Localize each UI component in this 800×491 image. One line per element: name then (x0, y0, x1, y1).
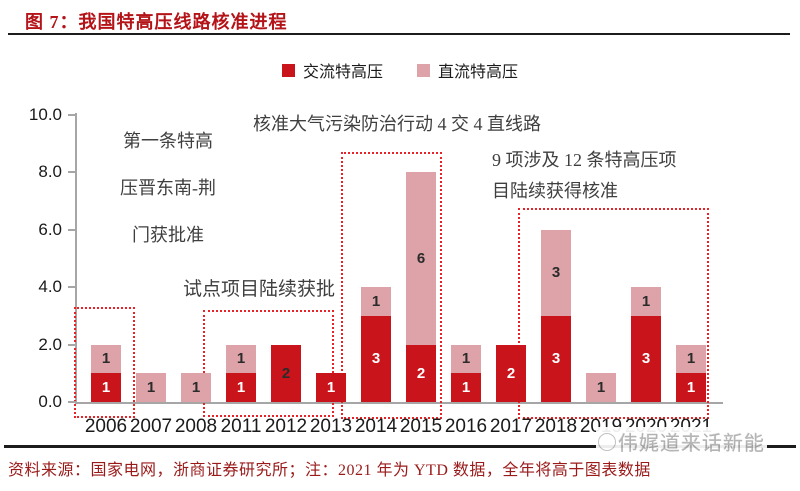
y-axis-tick (68, 228, 76, 231)
bar-value-label: 1 (461, 350, 471, 368)
bar-value-label: 1 (641, 293, 651, 311)
legend-label-ac: 交流特高压 (302, 64, 383, 81)
y-axis-label-8.0: 8.0 (38, 162, 62, 182)
bar-segment-ac-2015: 2 (406, 344, 436, 402)
bar-segment-dc-2020: 1 (631, 287, 661, 316)
watermark-logo-icon (598, 432, 616, 451)
x-axis-label-2006: 2006 (84, 416, 128, 437)
y-axis-label-6.0: 6.0 (38, 219, 62, 239)
bar-value-label: 3 (641, 350, 651, 368)
y-axis-tick (68, 171, 76, 174)
bar-segment-dc-2006: 1 (91, 344, 121, 374)
y-axis-tick (68, 114, 76, 116)
bar-value-label: 3 (371, 350, 381, 368)
y-axis (75, 113, 77, 404)
bar-segment-ac-2011: 1 (226, 373, 256, 402)
y-axis-label-0.0: 0.0 (38, 392, 62, 411)
bar-value-label: 6 (416, 249, 426, 267)
watermark-text: 伟娓道来话新能 (618, 433, 765, 455)
bar-segment-dc-2021: 1 (676, 344, 706, 374)
x-axis-label-2011: 2011 (220, 416, 262, 437)
annotation-air-pollution-action: 核准大气污染防治行动 4 交 4 直线路 (253, 114, 541, 134)
legend-item-ac: 交流特高压 (281, 58, 383, 82)
title-divider (8, 33, 790, 35)
bar-segment-dc-2011: 1 (226, 344, 256, 374)
x-axis-label-2014: 2014 (354, 416, 398, 437)
bar-segment-ac-2018: 3 (541, 315, 571, 402)
highlight-box-2018-2021 (518, 208, 709, 419)
bar-value-label: 1 (236, 379, 246, 397)
annotation-first-uhv-line: 第一条特高 压晋东南-荆 门获批准 (120, 131, 216, 245)
x-axis-label-2015: 2015 (399, 416, 443, 437)
x-axis-label-2016: 2016 (444, 416, 488, 437)
bar-value-label: 1 (101, 379, 111, 397)
source-note: 资料来源：国家电网，浙商证券研究所；注：2021 年为 YTD 数据，全年将高于… (8, 462, 651, 479)
bar-value-label: 3 (551, 264, 561, 282)
bar-segment-ac-2017: 2 (496, 344, 526, 402)
bar-value-label: 1 (146, 379, 156, 397)
bar-value-label: 2 (506, 364, 516, 382)
ac-color-swatch-icon (281, 63, 295, 77)
legend-item-dc: 直流特高压 (417, 58, 518, 82)
bar-segment-dc-2018: 3 (541, 229, 571, 316)
bar-value-label: 1 (461, 379, 471, 397)
dc-color-swatch-icon (417, 63, 430, 77)
bar-value-label: 1 (596, 379, 606, 397)
highlight-box-2011-2013 (203, 310, 334, 417)
y-axis-tick (68, 286, 76, 289)
y-axis-tick (68, 343, 76, 346)
bar-value-label: 1 (326, 379, 336, 397)
bar-value-label: 1 (686, 379, 696, 397)
bar-value-label: 3 (551, 350, 561, 368)
x-axis-label-2013: 2013 (309, 416, 353, 437)
bar-segment-ac-2014: 3 (361, 315, 391, 402)
y-axis-tick (68, 401, 76, 403)
highlight-box-2006 (74, 307, 135, 418)
footer-divider (4, 445, 796, 448)
bar-segment-ac-2016: 1 (451, 373, 481, 402)
annotation-pilot-projects: 试点项目陆续获批 (183, 279, 336, 300)
bar-segment-dc-2008: 1 (181, 373, 211, 402)
x-axis-label-2008: 2008 (174, 416, 218, 437)
x-axis-label-2017: 2017 (489, 416, 533, 437)
bar-value-label: 1 (101, 350, 111, 368)
bar-segment-dc-2007: 1 (136, 373, 166, 402)
x-axis (75, 402, 723, 404)
watermark: 伟娓道来话新能 (596, 427, 767, 456)
bar-value-label: 1 (686, 350, 696, 368)
y-axis-label-2.0: 2.0 (38, 334, 62, 354)
bar-segment-ac-2021: 1 (676, 373, 706, 402)
x-axis-label-2018: 2018 (534, 416, 578, 437)
y-axis-label-10.0: 10.0 (28, 105, 62, 124)
bar-value-label: 1 (236, 350, 246, 368)
bar-value-label: 1 (191, 379, 201, 397)
bar-segment-ac-2006: 1 (91, 373, 121, 402)
bar-segment-dc-2019: 1 (586, 373, 616, 402)
figure-title: 图 7：我国特高压线路核准进程 (25, 12, 288, 32)
x-axis-label-2007: 2007 (129, 416, 173, 437)
bar-value-label: 2 (416, 364, 426, 382)
x-axis-label-2012: 2012 (264, 416, 308, 437)
bar-segment-ac-2020: 3 (631, 315, 661, 402)
legend-label-dc: 直流特高压 (438, 64, 519, 81)
annotation-nine-projects: 9 项涉及 12 条特高压项 目陆续获得核准 (492, 150, 677, 201)
chart-legend: 交流特高压 直流特高压 (0, 58, 800, 82)
bar-value-label: 1 (371, 293, 381, 311)
bar-segment-ac-2013: 1 (316, 373, 346, 402)
highlight-box-2014-2015 (341, 152, 442, 419)
bar-segment-dc-2014: 1 (361, 287, 391, 316)
bar-value-label: 2 (281, 364, 291, 382)
bar-segment-dc-2015: 6 (406, 172, 436, 345)
y-axis-label-4.0: 4.0 (38, 277, 62, 297)
bar-segment-ac-2012: 2 (271, 344, 301, 402)
bar-segment-dc-2016: 1 (451, 344, 481, 374)
